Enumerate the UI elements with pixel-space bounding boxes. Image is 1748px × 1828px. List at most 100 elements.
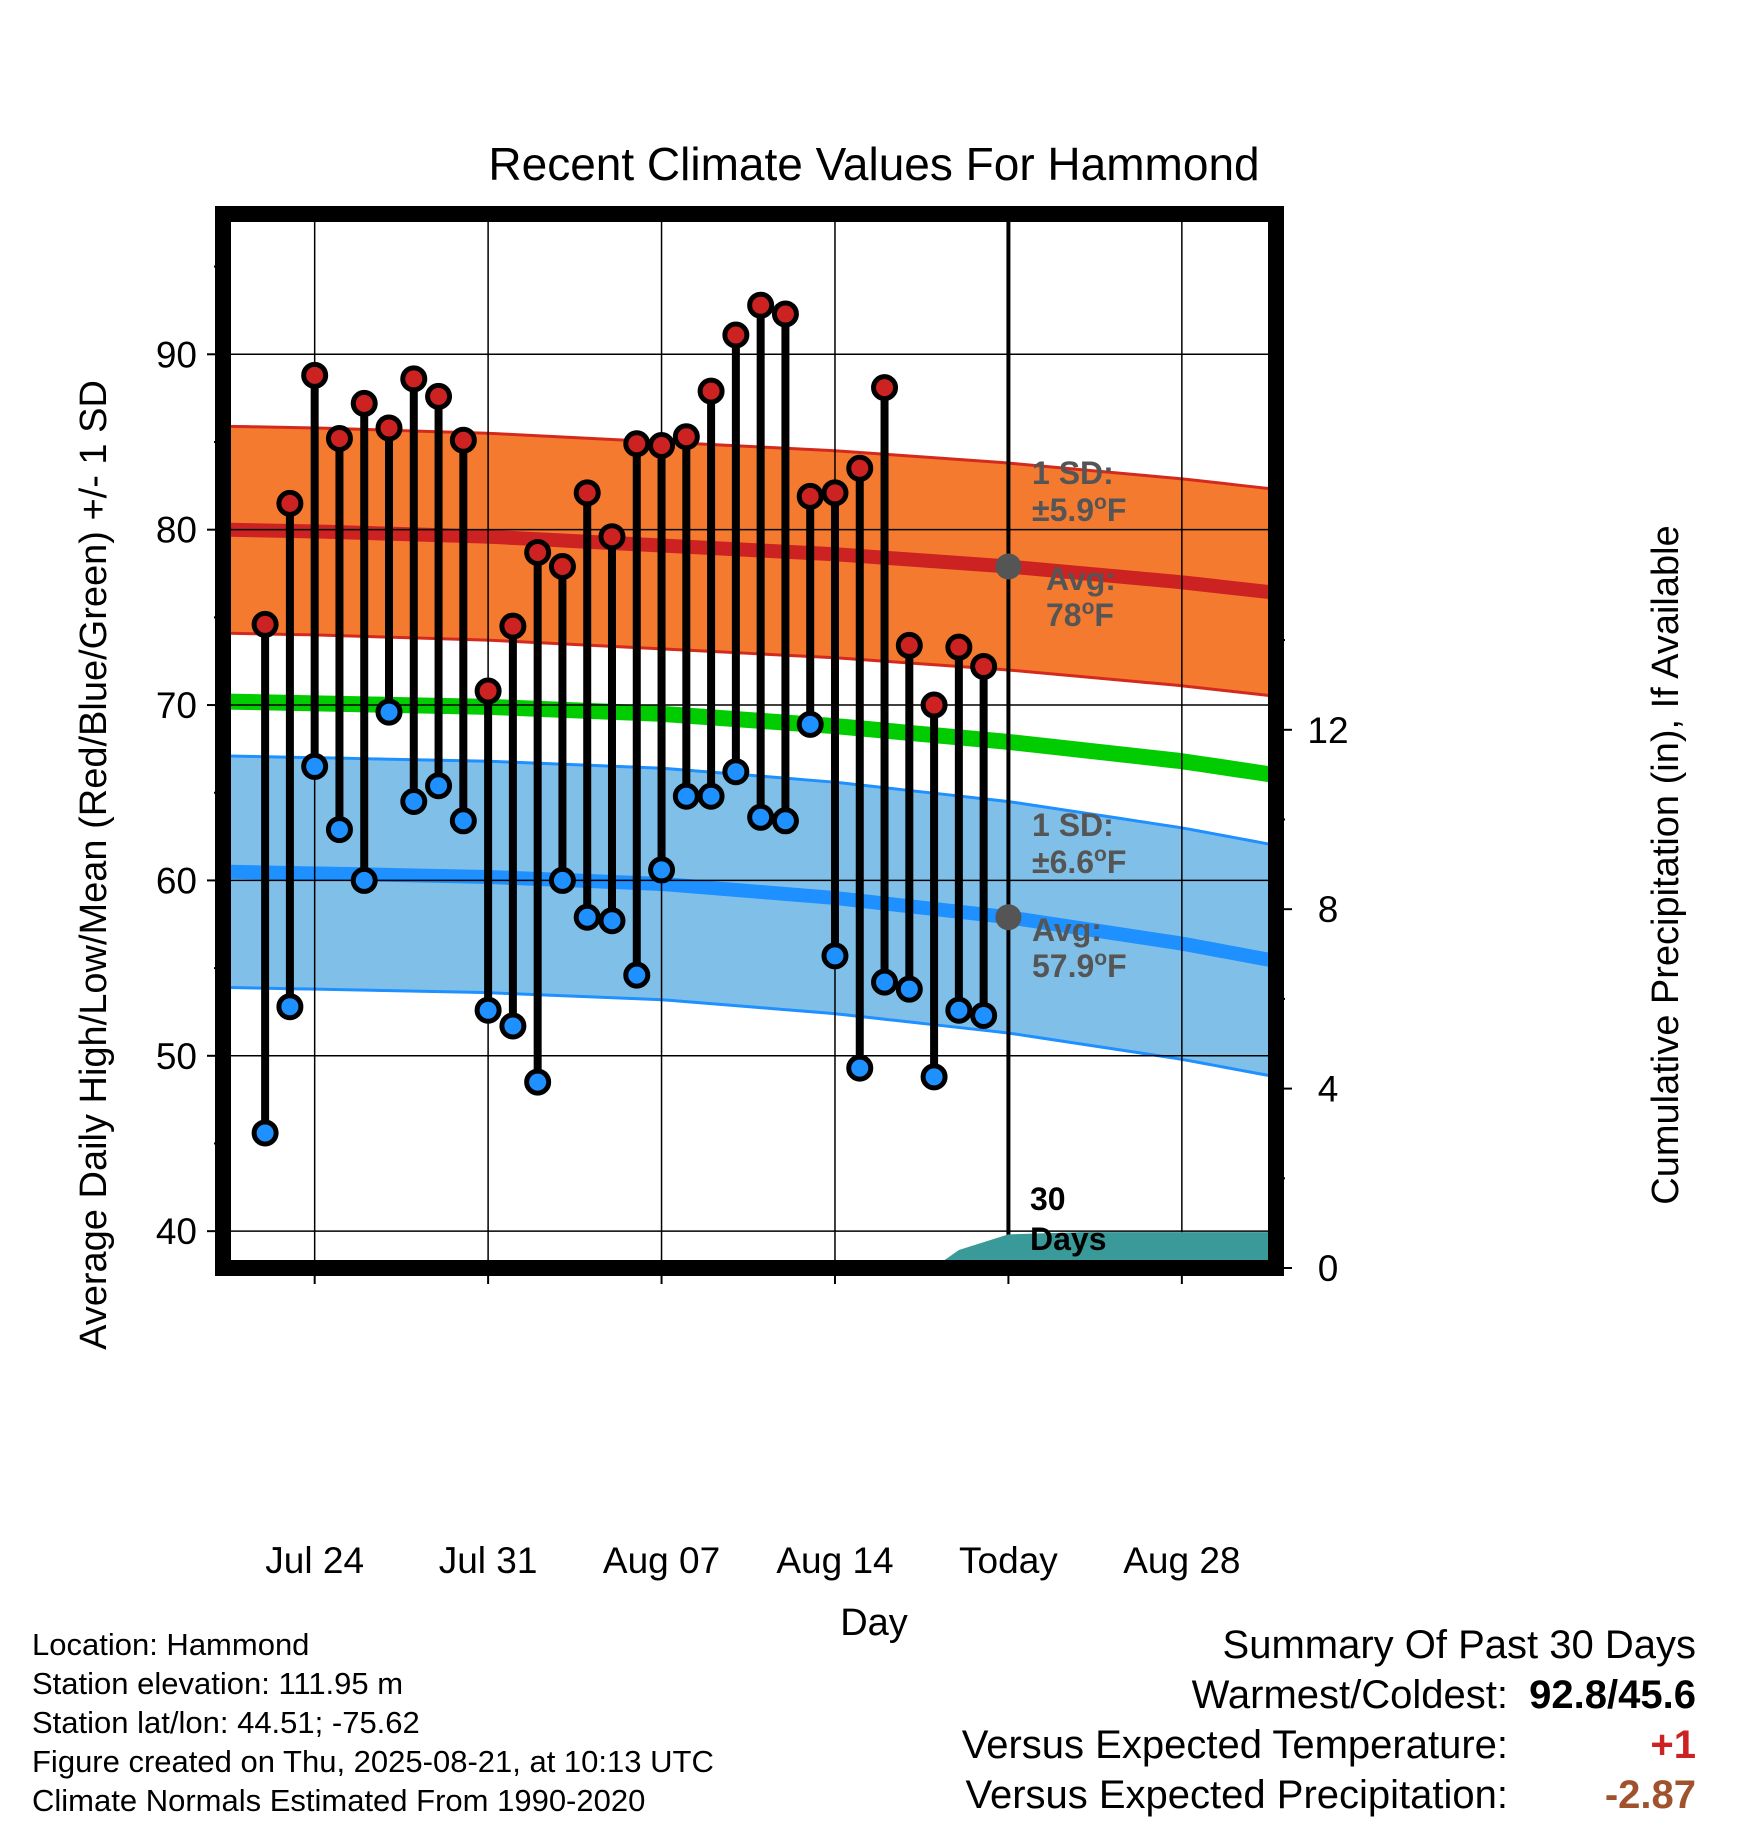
plot-border <box>215 206 1284 1276</box>
high-point <box>251 610 279 638</box>
y2-tick-label: 0 <box>1318 1248 1339 1289</box>
created-text: Figure created on Thu, 2025-08-21, at 10… <box>32 1744 714 1779</box>
y2-tick-label: 4 <box>1318 1069 1339 1110</box>
x-tick-label: Aug 28 <box>1123 1540 1240 1581</box>
low-point <box>970 1001 998 1029</box>
summary-warmest-row: Warmest/Coldest: 92.8/45.6 <box>962 1670 1696 1720</box>
precip-label: Versus Expected Precipitation: <box>965 1773 1508 1817</box>
precip-area-fill <box>936 1232 1276 1268</box>
high-avg-label: Avg: <box>1046 561 1116 597</box>
high-point <box>623 430 651 458</box>
y-axis-label: Average Daily High/Low/Mean (Red/Blue/Gr… <box>73 380 115 1350</box>
low-point <box>499 1012 527 1040</box>
high-point <box>747 291 775 319</box>
x-axis-label: Day <box>840 1602 908 1644</box>
low-point <box>920 1063 948 1091</box>
chart-title: Recent Climate Values For Hammond <box>488 138 1259 190</box>
y-tick-label: 40 <box>156 1211 197 1252</box>
plot-frame <box>215 206 1284 1276</box>
today-high-avg-marker <box>995 553 1022 580</box>
low-point <box>301 752 329 780</box>
low-point <box>524 1068 552 1096</box>
y-tick-label: 80 <box>156 510 197 551</box>
high-point <box>871 374 899 402</box>
low-point <box>895 975 923 1003</box>
low-point <box>672 782 700 810</box>
low-sd-band <box>223 755 1276 1077</box>
warmest-value: 92.8/45.6 <box>1529 1673 1696 1717</box>
x-tick-label: Aug 07 <box>603 1540 720 1581</box>
high-point <box>375 414 403 442</box>
high-point <box>548 553 576 581</box>
low-point <box>846 1054 874 1082</box>
observations <box>251 291 998 1147</box>
high-sd-label: 1 SD: <box>1032 455 1114 491</box>
low-sd-value: ±6.6oF <box>1032 843 1126 880</box>
low-point <box>474 996 502 1024</box>
low-point <box>251 1119 279 1147</box>
high-point <box>499 612 527 640</box>
latlon-text: Station lat/lon: 44.51; -75.62 <box>32 1705 420 1740</box>
low-point <box>648 856 676 884</box>
high-sd-value: ±5.9oF <box>1032 491 1126 528</box>
warmest-label: Warmest/Coldest: <box>1191 1673 1508 1717</box>
y2-tick-label: 12 <box>1307 710 1348 751</box>
y-tick-label: 60 <box>156 860 197 901</box>
high-normal-line <box>222 522 1277 600</box>
summary-precip-row: Versus Expected Precipitation: -2.87 <box>962 1770 1696 1820</box>
high-point <box>895 631 923 659</box>
high-point <box>796 482 824 510</box>
summary-panel: Summary Of Past 30 Days Warmest/Coldest:… <box>962 1620 1696 1820</box>
high-point <box>945 633 973 661</box>
high-point <box>970 652 998 680</box>
high-point <box>697 377 725 405</box>
normals-text: Climate Normals Estimated From 1990-2020 <box>32 1783 646 1818</box>
low-point <box>771 807 799 835</box>
low-point <box>796 710 824 738</box>
low-point <box>375 698 403 726</box>
location-text: Location: Hammond <box>32 1627 310 1662</box>
low-point <box>350 866 378 894</box>
low-point <box>697 782 725 810</box>
grid-lines <box>223 214 1276 1268</box>
summary-temp-row: Versus Expected Temperature: +1 <box>962 1720 1696 1770</box>
high-point <box>325 424 353 452</box>
temp-label: Versus Expected Temperature: <box>961 1723 1508 1767</box>
low-point <box>722 758 750 786</box>
high-point <box>449 426 477 454</box>
low-point <box>400 788 428 816</box>
y2-tick-label: 8 <box>1318 889 1339 930</box>
elevation-text: Station elevation: 111.95 m <box>32 1666 404 1701</box>
high-point <box>598 523 626 551</box>
high-point <box>474 677 502 705</box>
low-avg-label: Avg: <box>1032 912 1102 948</box>
high-point <box>771 300 799 328</box>
station-info: Location: Hammond Station elevation: 111… <box>32 1625 714 1820</box>
y-tick-label: 70 <box>156 685 197 726</box>
low-point <box>747 803 775 831</box>
low-point <box>449 807 477 835</box>
low-point <box>871 968 899 996</box>
high-point <box>920 691 948 719</box>
high-point <box>524 538 552 566</box>
low-sd-label: 1 SD: <box>1032 807 1114 843</box>
high-sd-band-lower-edge <box>222 631 1277 698</box>
low-point <box>623 961 651 989</box>
low-point <box>598 907 626 935</box>
low-point <box>276 993 304 1021</box>
x-tick-label: Jul 31 <box>439 1540 538 1581</box>
high-avg-value: 78oF <box>1046 596 1114 633</box>
low-avg-value: 57.9oF <box>1032 947 1127 984</box>
low-normal-line <box>222 864 1278 968</box>
temp-value: +1 <box>1650 1723 1696 1767</box>
summary-title: Summary Of Past 30 Days <box>1222 1623 1696 1667</box>
low-point <box>573 903 601 931</box>
high-point <box>846 454 874 482</box>
high-point <box>425 382 453 410</box>
low-point <box>325 816 353 844</box>
x-tick-label: Today <box>959 1540 1058 1581</box>
y2-axis-label: Cumulative Precipitation (in), If Availa… <box>1645 525 1687 1204</box>
precip-value: -2.87 <box>1604 1773 1696 1817</box>
y-tick-label: 90 <box>156 334 197 375</box>
